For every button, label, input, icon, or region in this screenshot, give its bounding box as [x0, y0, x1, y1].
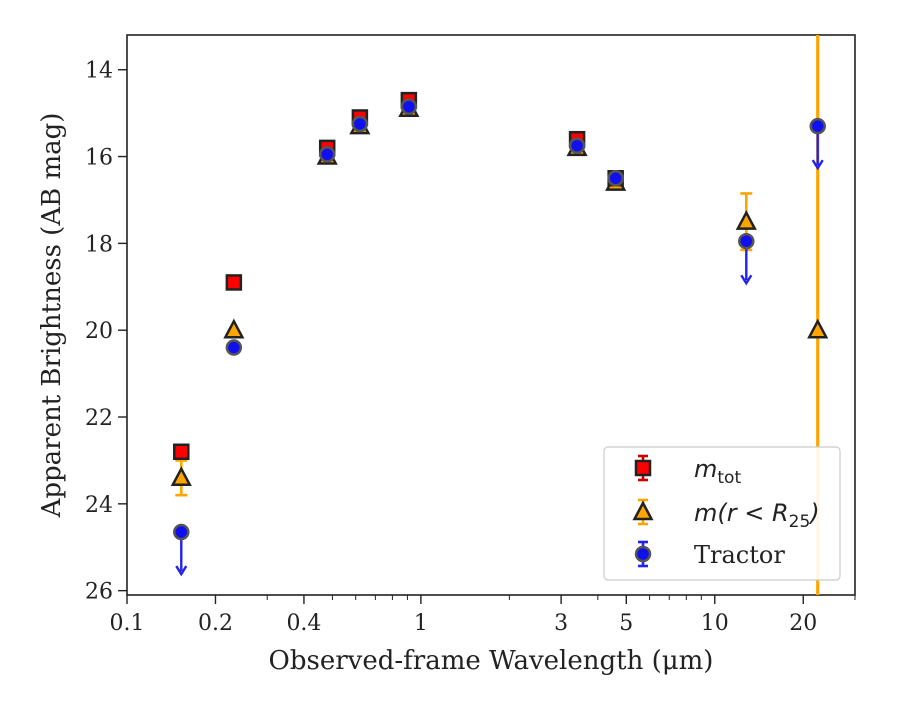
x-tick-label: 20	[789, 611, 817, 636]
legend-marker-triangle	[632, 500, 654, 521]
data-point-tractor	[351, 115, 369, 133]
y-axis: 14 16 18 20 22 24 26	[85, 59, 127, 605]
data-point-mtot	[173, 443, 190, 460]
y-tick-label: 18	[85, 232, 113, 257]
data-point-tractor	[225, 339, 243, 356]
data-point-tractor	[568, 137, 586, 154]
data-point-tractor	[809, 117, 826, 135]
y-tick-label: 16	[85, 146, 113, 171]
upper-limit-arrowhead	[175, 565, 188, 577]
legend-label: mtot	[694, 455, 741, 488]
y-tick-label: 22	[85, 406, 113, 431]
legend: mtot m(r < R25) Tractor	[603, 446, 841, 581]
x-axis-label: Observed-frame Wavelength (μm)	[269, 646, 714, 676]
y-tick-label: 20	[85, 319, 113, 344]
data-point-mr25	[170, 466, 192, 487]
x-tick-label: 0.2	[198, 611, 233, 636]
data-point-mtot	[225, 274, 243, 291]
y-tick-label: 26	[85, 580, 113, 605]
data-point-tractor	[173, 523, 190, 541]
markers-layer	[170, 91, 829, 541]
legend-marker-circle	[634, 545, 652, 563]
y-tick-label: 14	[85, 59, 113, 84]
data-point-tractor	[400, 98, 418, 115]
x-tick-label: 5	[619, 611, 633, 636]
x-tick-label: 0.1	[110, 611, 145, 636]
data-point-mr25	[223, 318, 245, 339]
y-tick-label: 24	[85, 493, 113, 518]
legend-marker-square	[634, 459, 652, 477]
x-tick-label: 1	[414, 611, 428, 636]
legend-label: Tractor	[694, 541, 785, 569]
upper-limit-arrowhead	[811, 159, 824, 171]
x-tick-label: 0.4	[286, 611, 321, 636]
data-point-tractor	[318, 146, 336, 163]
data-point-mr25	[807, 318, 829, 339]
x-tick-label: 3	[554, 611, 568, 636]
x-axis: 0.1 0.2 0.4 1 3 5 10 20	[110, 595, 856, 636]
upper-limit-arrowhead	[740, 274, 753, 286]
data-point-tractor	[738, 232, 755, 250]
legend-box	[603, 446, 841, 581]
y-axis-label: Apparent Brightness (AB mag)	[37, 113, 67, 519]
x-tick-label: 10	[701, 611, 729, 636]
data-point-mr25	[735, 210, 757, 230]
legend-label: m(r < R25)	[694, 499, 820, 532]
data-point-tractor	[607, 170, 624, 187]
